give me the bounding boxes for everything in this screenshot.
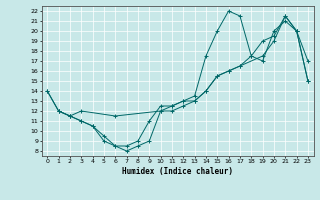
X-axis label: Humidex (Indice chaleur): Humidex (Indice chaleur) — [122, 167, 233, 176]
